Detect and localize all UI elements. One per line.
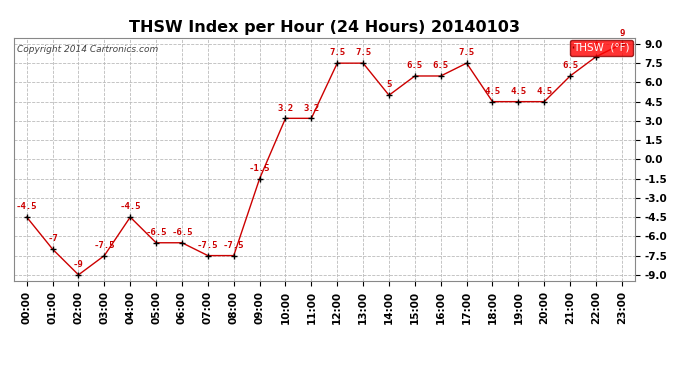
Legend: THSW  (°F): THSW (°F) [570, 40, 633, 56]
Text: -1.5: -1.5 [249, 164, 270, 173]
Text: 6.5: 6.5 [407, 61, 423, 70]
Text: -7.5: -7.5 [197, 241, 219, 250]
Text: 3.2: 3.2 [304, 104, 319, 112]
Text: 7.5: 7.5 [329, 48, 345, 57]
Text: 4.5: 4.5 [536, 87, 552, 96]
Text: -7.5: -7.5 [94, 241, 115, 250]
Text: -6.5: -6.5 [146, 228, 167, 237]
Text: 6.5: 6.5 [433, 61, 448, 70]
Text: 4.5: 4.5 [484, 87, 500, 96]
Text: Copyright 2014 Cartronics.com: Copyright 2014 Cartronics.com [17, 45, 158, 54]
Text: 7.5: 7.5 [459, 48, 475, 57]
Text: 7.5: 7.5 [355, 48, 371, 57]
Text: 9: 9 [619, 29, 624, 38]
Text: 4.5: 4.5 [511, 87, 526, 96]
Text: -6.5: -6.5 [171, 228, 193, 237]
Text: -9: -9 [73, 260, 84, 269]
Text: 6.5: 6.5 [562, 61, 578, 70]
Text: -4.5: -4.5 [16, 202, 37, 211]
Text: -4.5: -4.5 [119, 202, 141, 211]
Title: THSW Index per Hour (24 Hours) 20140103: THSW Index per Hour (24 Hours) 20140103 [129, 20, 520, 35]
Text: 3.2: 3.2 [277, 104, 293, 112]
Text: -7: -7 [47, 234, 58, 243]
Text: 5: 5 [386, 81, 392, 90]
Text: 8: 8 [593, 42, 599, 51]
Text: -7.5: -7.5 [223, 241, 244, 250]
